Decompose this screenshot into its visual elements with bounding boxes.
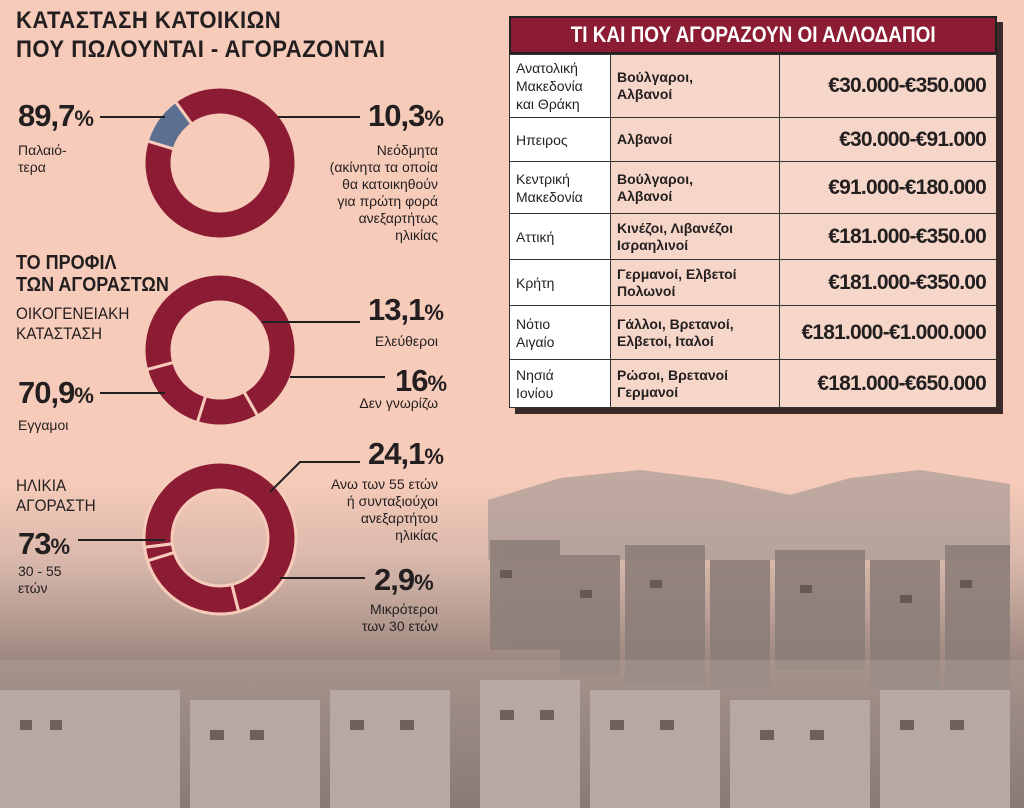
desc-older: Παλαιό- τερα bbox=[18, 142, 67, 175]
profile-title-line2: ΤΩΝ ΑΓΟΡΑΣΤΩΝ bbox=[16, 274, 169, 296]
table-cell-region: Αττική bbox=[509, 213, 611, 260]
table-cell-price: €181.000-€350.00 bbox=[779, 259, 997, 306]
desc-unknown: Δεν γνωρίζω bbox=[359, 395, 438, 411]
table-cell-region: Κεντρική Μακεδονία bbox=[509, 161, 611, 214]
profile-title-line1: ΤΟ ΠΡΟΦΙΛ bbox=[16, 252, 117, 274]
main-title: ΚΑΤΑΣΤΑΣΗ ΚΑΤΟΙΚΙΩΝ ΠΟΥ ΠΩΛΟΥΝΤΑΙ - ΑΓΟΡ… bbox=[16, 6, 412, 64]
donut-slice-age-30-55 bbox=[142, 460, 298, 614]
table-cell-nationalities: Γερμανοί, Ελβετοί Πολωνοί bbox=[610, 259, 780, 306]
table-cell-region: Νότιο Αιγαίο bbox=[509, 305, 611, 360]
table-cell-region: Κρήτη bbox=[509, 259, 611, 306]
table-cell-price: €91.000-€180.000 bbox=[779, 161, 997, 214]
table-cell-price: €30.000-€350.000 bbox=[779, 54, 997, 118]
leader-line-over-55 bbox=[269, 461, 360, 493]
desc-single: Ελεύθεροι bbox=[374, 333, 438, 349]
pct-label-married: 70,9% bbox=[18, 375, 94, 410]
table-cell-nationalities: Γάλλοι, Βρετανοί, Ελβετοί, Ιταλοί bbox=[610, 305, 780, 360]
donut-slice-married bbox=[142, 272, 298, 419]
buyer-age-line2: ΑΓΟΡΑΣΤΗ bbox=[16, 496, 96, 515]
table-row: Κεντρική Μακεδονία Βούλγαροι, Αλβανοί €91.… bbox=[509, 161, 997, 214]
family-status-line1: ΟΙΚΟΓΕΝΕΙΑΚΗ bbox=[16, 304, 130, 323]
table-cell-price: €181.000-€1.000.000 bbox=[779, 305, 997, 360]
foreign-buyers-grid: Ανατολική Μακεδονία και Θράκη Βούλγαροι, … bbox=[509, 54, 997, 408]
desc-new: Νεόδμητα (ακίνητα τα οποία θα κατοικηθού… bbox=[329, 142, 438, 243]
donut-slice-under-30 bbox=[142, 542, 177, 563]
pct-label-single: 13,1% bbox=[368, 292, 444, 327]
buyer-age-line1: ΗΛΙΚΙΑ bbox=[16, 476, 67, 495]
table-cell-region: Ηπειρος bbox=[509, 117, 611, 162]
profile-title: ΤΟ ΠΡΟΦΙΛ ΤΩΝ ΑΓΟΡΑΣΤΩΝ bbox=[16, 252, 169, 296]
desc-over-55: Ανω των 55 ετών ή συνταξιούχοι ανεξαρτήτ… bbox=[330, 476, 438, 543]
main-title-line1: ΚΑΤΑΣΤΑΣΗ ΚΑΤΟΙΚΙΩΝ bbox=[16, 7, 282, 34]
pct-label-over-55: 24,1% bbox=[368, 436, 444, 471]
table-row: Νησιά Ιονίου Ρώσοι, Βρετανοί Γερμανοί €181… bbox=[509, 359, 997, 408]
table-cell-region: Νησιά Ιονίου bbox=[509, 359, 611, 408]
table-body: Ανατολική Μακεδονία και Θράκη Βούλγαροι, … bbox=[509, 54, 997, 408]
table-cell-price: €181.000-€650.000 bbox=[779, 359, 997, 408]
table-cell-nationalities: Κινέζοι, Λιβανέζοι Ισραηλινοί bbox=[610, 213, 780, 260]
donut-slice-over-55 bbox=[145, 550, 241, 616]
table-title: ΤΙ ΚΑΙ ΠΟΥ ΑΓΟΡΑΖΟΥΝ ΟΙ ΑΛΛΟΔΑΠΟΙ bbox=[509, 16, 997, 54]
donut-slice-older bbox=[142, 85, 298, 241]
desc-married: Εγγαμοι bbox=[18, 417, 69, 433]
table-row: Νότιο Αιγαίο Γάλλοι, Βρετανοί, Ελβετοί, Ι… bbox=[509, 305, 997, 360]
pct-label-under-30: 2,9% bbox=[374, 562, 434, 597]
pct-label-age-30-55: 73% bbox=[18, 526, 70, 561]
desc-under-30: Μικρότεροι των 30 ετών bbox=[361, 601, 438, 634]
pct-label-new: 10,3% bbox=[368, 98, 444, 133]
family-status-title: ΟΙΚΟΓΕΝΕΙΑΚΗ ΚΑΤΑΣΤΑΣΗ bbox=[16, 304, 129, 344]
table-row: Ανατολική Μακεδονία και Θράκη Βούλγαροι, … bbox=[509, 54, 997, 118]
family-status-line2: ΚΑΤΑΣΤΑΣΗ bbox=[16, 324, 103, 343]
table-cell-price: €181.000-€350.00 bbox=[779, 213, 997, 260]
table-cell-nationalities: Αλβανοί bbox=[610, 117, 780, 162]
table-row: Αττική Κινέζοι, Λιβανέζοι Ισραηλινοί €181.… bbox=[509, 213, 997, 260]
donut-slice-unknown bbox=[144, 360, 208, 425]
table-row: Ηπειρος Αλβανοί €30.000-€91.000 bbox=[509, 117, 997, 162]
pct-label-unknown: 16% bbox=[395, 363, 447, 398]
pct-label-older: 89,7% bbox=[18, 98, 94, 133]
table-cell-nationalities: Βούλγαροι, Αλβανοί bbox=[610, 161, 780, 214]
table-cell-nationalities: Ρώσοι, Βρετανοί Γερμανοί bbox=[610, 359, 780, 408]
table-row: Κρήτη Γερμανοί, Ελβετοί Πολωνοί €181.000-€… bbox=[509, 259, 997, 306]
buyer-age-title: ΗΛΙΚΙΑ ΑΓΟΡΑΣΤΗ bbox=[16, 476, 96, 516]
main-title-line2: ΠΟΥ ΠΩΛΟΥΝΤΑΙ - ΑΓΟΡΑΖΟΝΤΑΙ bbox=[16, 36, 386, 63]
table-cell-price: €30.000-€91.000 bbox=[779, 117, 997, 162]
donut-slice-new bbox=[145, 99, 194, 151]
table-cell-region: Ανατολική Μακεδονία και Θράκη bbox=[509, 54, 611, 118]
desc-age-30-55: 30 - 55 ετών bbox=[18, 563, 62, 596]
table-cell-nationalities: Βούλγαροι, Αλβανοί bbox=[610, 54, 780, 118]
foreign-buyers-table: ΤΙ ΚΑΙ ΠΟΥ ΑΓΟΡΑΖΟΥΝ ΟΙ ΑΛΛΟΔΑΠΟΙ Ανατολ… bbox=[509, 16, 997, 408]
